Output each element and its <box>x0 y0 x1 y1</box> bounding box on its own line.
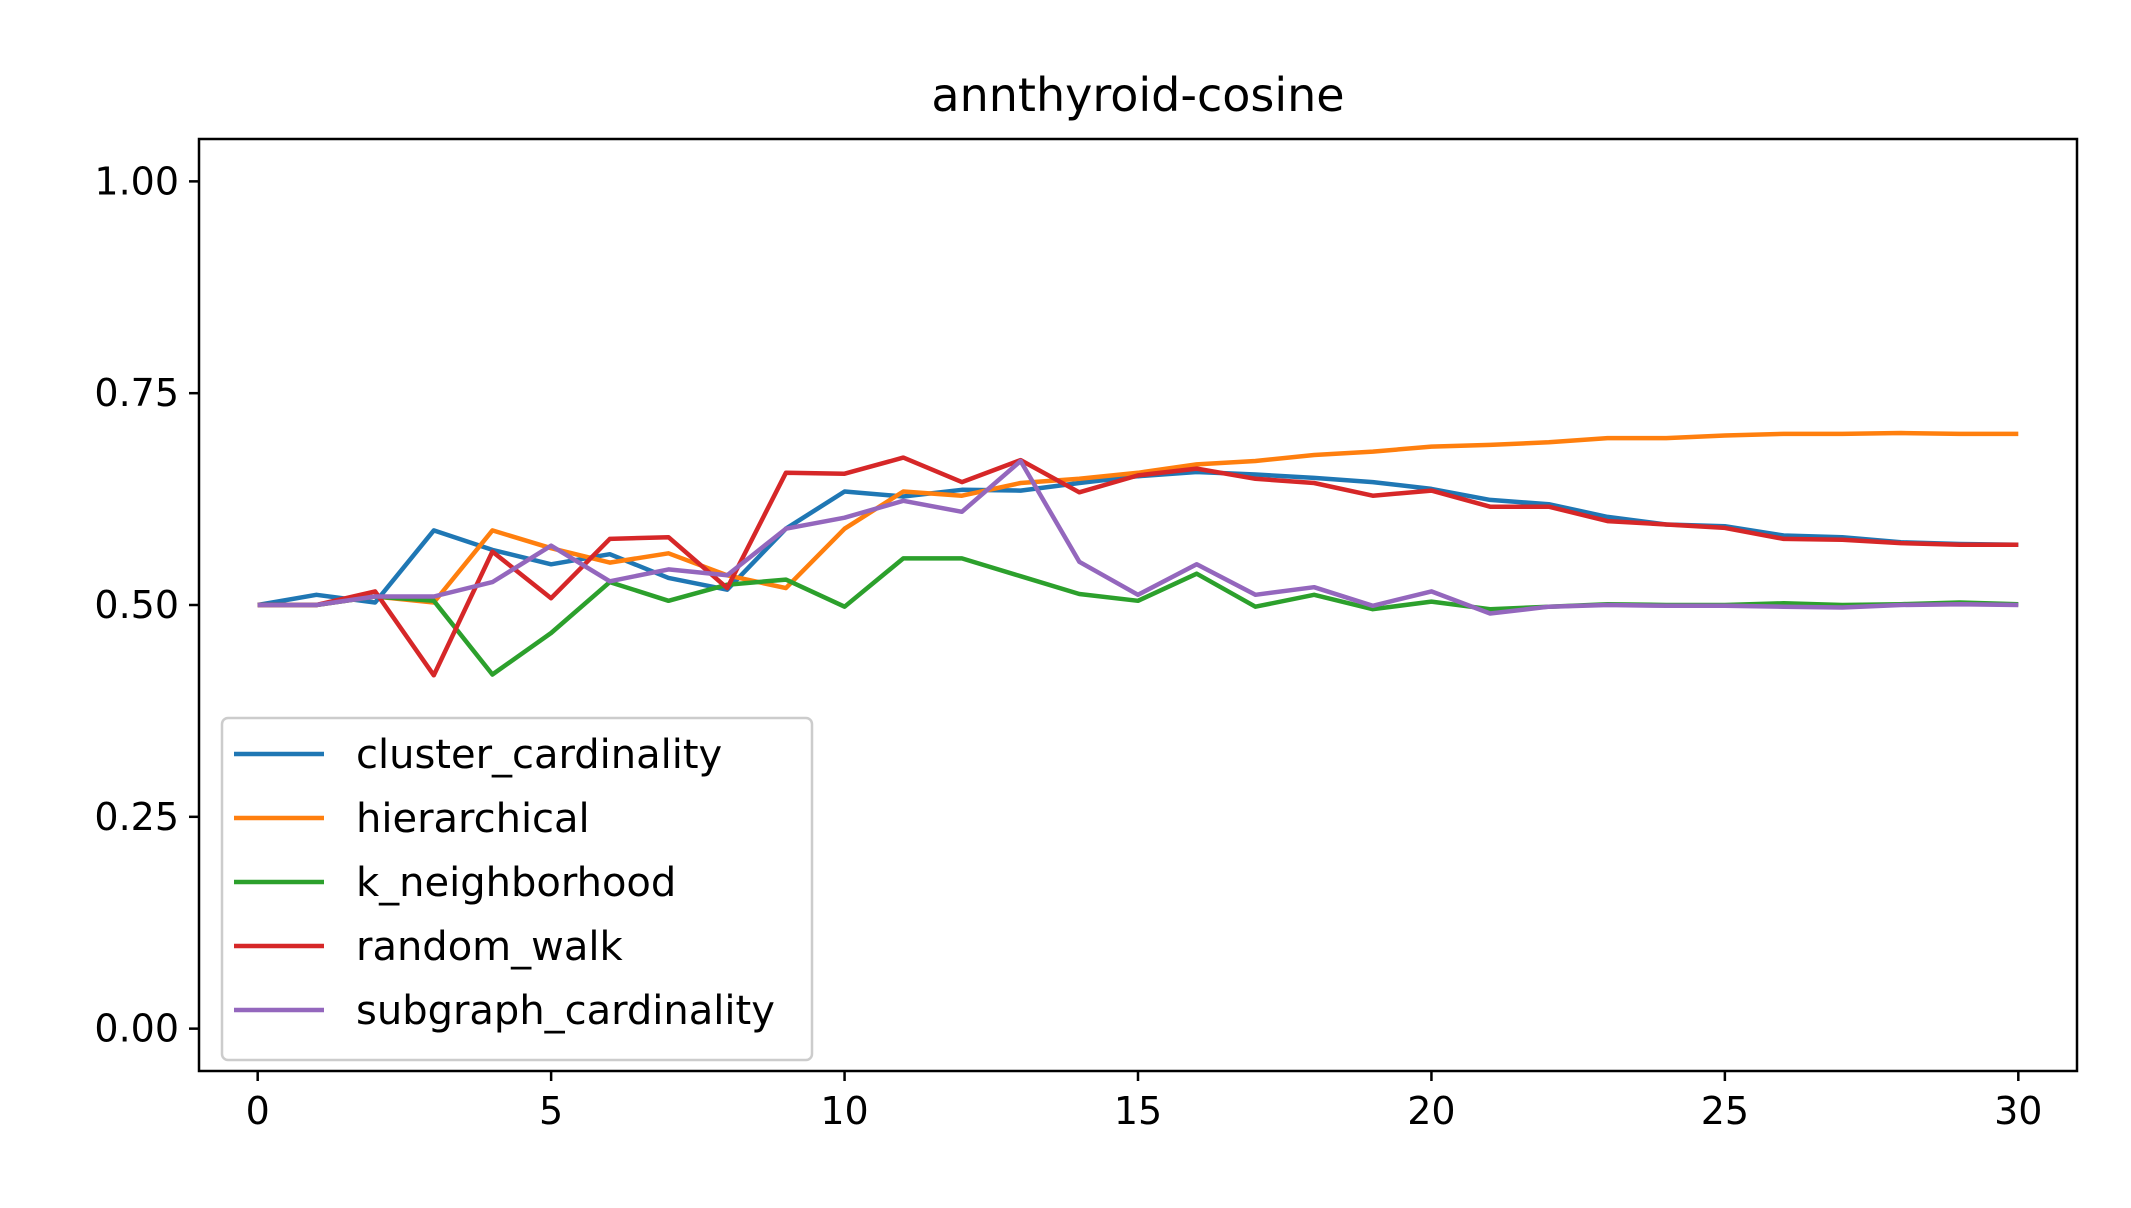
legend: cluster_cardinality hierarchical k_neighbo… <box>220 716 814 1062</box>
legend-label: k_neighborhood <box>356 860 676 906</box>
y-axis: 0.00 0.25 0.50 0.75 1.00 <box>94 159 199 1051</box>
y-tick-label: 0.50 <box>94 583 179 627</box>
x-tick-label: 10 <box>820 1089 868 1133</box>
x-tick-label: 15 <box>1114 1089 1162 1133</box>
legend-label: cluster_cardinality <box>356 732 722 778</box>
series-layer <box>257 430 2019 678</box>
x-tick-label: 5 <box>539 1089 563 1133</box>
x-tick-label: 30 <box>1994 1089 2042 1133</box>
legend-frame <box>220 716 814 1062</box>
y-tick-label: 0.75 <box>94 371 179 415</box>
series-line-hierarchical <box>257 430 2019 608</box>
y-tick-label: 1.00 <box>94 159 179 203</box>
x-axis: 0 5 10 15 20 25 30 <box>246 1071 2042 1133</box>
y-tick-label: 0.00 <box>94 1007 179 1051</box>
legend-label: subgraph_cardinality <box>356 988 775 1034</box>
x-tick-label: 20 <box>1407 1089 1455 1133</box>
chart-title: annthyroid-cosine <box>931 68 1344 122</box>
x-tick-label: 25 <box>1701 1089 1749 1133</box>
legend-label: random_walk <box>356 924 623 970</box>
x-tick-label: 0 <box>246 1089 270 1133</box>
legend-label: hierarchical <box>356 796 590 842</box>
series-line-subgraph-cardinality <box>257 458 2019 616</box>
series-line-random-walk <box>257 455 2019 678</box>
y-tick-label: 0.25 <box>94 795 179 839</box>
